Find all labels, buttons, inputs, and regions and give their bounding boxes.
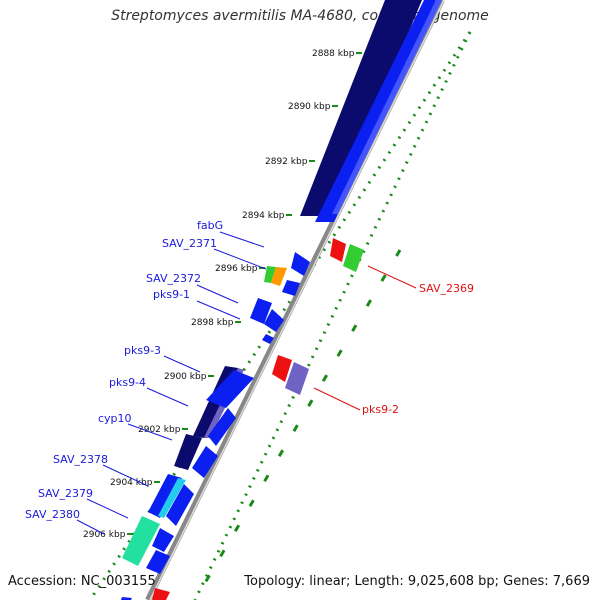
gene-arrow-blue-sav2380	[152, 528, 174, 552]
gene-arrow-blue-cyp10	[192, 446, 218, 478]
forward-gene-leader	[127, 423, 173, 441]
forward-gene-label: pks9-1	[153, 288, 190, 301]
tick-label: 2894 kbp	[242, 211, 285, 221]
gene-bar-navy-top	[300, 0, 422, 216]
forward-gene-label: cyp10	[98, 412, 132, 425]
gene-arrow-blue-pks94	[206, 370, 254, 408]
gene-arrow-blue-pks94b	[208, 408, 236, 446]
gene-block-slate-pks92	[285, 362, 309, 395]
gene-bar-blue-edge	[332, 0, 442, 214]
gene-block-cyan-sav2378	[158, 478, 186, 518]
forward-gene-label: fabG	[197, 219, 223, 232]
forward-gene-leader	[102, 464, 149, 487]
reverse-gene-leader	[367, 265, 417, 289]
reverse-gene-leader	[313, 387, 361, 411]
gene-arrow-blue-sav2379	[166, 484, 194, 526]
forward-gene-label: SAV_2380	[25, 508, 80, 521]
gene-arrow-blue-3	[264, 309, 284, 332]
forward-gene-label: SAV_2378	[53, 453, 108, 466]
reverse-gene-label: SAV_2369	[419, 282, 474, 295]
tick-label: 2904 kbp	[110, 478, 153, 488]
tick-label: 2898 kbp	[191, 318, 234, 328]
gene-block-blue-sav2372	[250, 298, 272, 324]
gene-arrow-red-bottom	[152, 588, 170, 600]
gene-block-blue-sav2378	[148, 474, 182, 518]
tick-label: 2900 kbp	[164, 372, 207, 382]
forward-gene-leader	[196, 284, 239, 304]
gene-bar-blue-top	[315, 0, 436, 222]
gene-arrow-blue-2	[282, 280, 300, 296]
forward-gene-leader	[196, 300, 241, 320]
forward-gene-label: pks9-3	[124, 344, 161, 357]
gene-block-green-fabg	[264, 266, 276, 283]
gene-block-blue-bottom	[121, 597, 132, 600]
gene-block-navy-cyp10	[174, 434, 202, 470]
forward-gene-leader	[86, 498, 129, 519]
genome-summary-text: Topology: linear; Length: 9,025,608 bp; …	[244, 574, 590, 589]
forward-gene-leader	[219, 231, 265, 248]
tick-label: 2888 kbp	[312, 49, 355, 59]
accession-text: Accession: NC_003155	[8, 574, 156, 589]
gene-block-teal-sav2380	[122, 516, 160, 566]
forward-gene-label: SAV_2372	[146, 272, 201, 285]
gene-block-green-sav2369	[343, 244, 364, 272]
forward-gene-leader	[76, 519, 105, 535]
gene-block-orange-sav2371	[271, 267, 287, 286]
forward-gene-leader	[163, 355, 201, 373]
gene-arrow-red-sav2369	[330, 238, 346, 262]
forward-gene-leader	[146, 387, 189, 407]
tick-label: 2890 kbp	[288, 102, 331, 112]
tick-label: 2896 kbp	[215, 264, 258, 274]
tick-label: 2892 kbp	[265, 157, 308, 167]
forward-gene-label: pks9-4	[109, 376, 146, 389]
tick-label: 2902 kbp	[138, 425, 181, 435]
reverse-dotted-guide	[193, 31, 472, 600]
reverse-gene-label: pks9-2	[362, 403, 399, 416]
backbone-highlight	[149, 0, 445, 600]
gene-arrow-red-pks92	[272, 355, 292, 382]
gene-arrow-blue-1	[291, 252, 310, 276]
gene-arrow-small	[262, 334, 274, 344]
forward-dotted-guide	[88, 31, 472, 600]
gene-arrow-blue-sav2380b	[146, 550, 170, 574]
forward-gene-leader	[213, 248, 267, 270]
forward-gene-label: SAV_2371	[162, 237, 217, 250]
forward-gene-label: SAV_2379	[38, 487, 93, 500]
tick-label: 2906 kbp	[83, 530, 126, 540]
